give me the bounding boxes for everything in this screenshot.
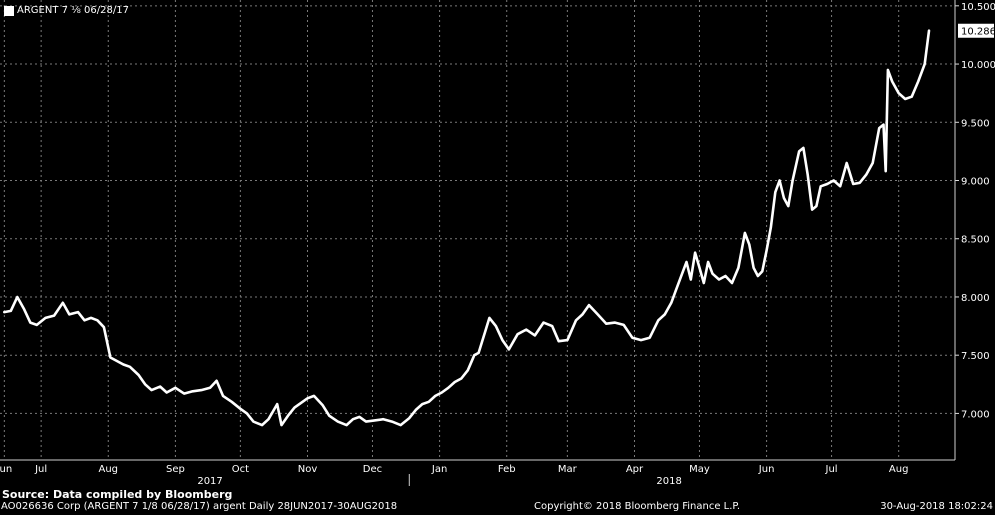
copyright-note: Copyright© 2018 Bloomberg Finance L.P. <box>534 501 741 512</box>
chart-legend: ARGENT 7 ⅛ 06/28/17 <box>4 5 129 16</box>
x-tick-label: Jul <box>825 464 838 475</box>
x-tick-label: Jun <box>0 464 12 475</box>
y-tick-label: 9.000 <box>961 177 990 188</box>
y-tick-label: 8.500 <box>961 235 990 246</box>
x-tick-label: Jun <box>758 464 775 475</box>
x-tick-label: Sep <box>166 464 185 475</box>
legend-swatch <box>4 5 14 16</box>
last-value-box <box>958 23 994 38</box>
series-line <box>3 29 931 427</box>
y-tick-label: 10.500 <box>961 2 995 13</box>
legend-label: ARGENT 7 ⅛ 06/28/17 <box>17 5 129 16</box>
x-tick-label: Aug <box>99 464 119 475</box>
year-label: 2017 <box>197 476 222 487</box>
security-description: AO026636 Corp (ARGENT 7 1/8 06/28/17) ar… <box>1 501 398 512</box>
x-tick-label: Nov <box>298 464 318 475</box>
timestamp: 30-Aug-2018 18:02:24 <box>880 501 993 512</box>
y-tick-label: 9.500 <box>961 118 990 129</box>
x-tick-label: Dec <box>363 464 382 475</box>
y-tick-label: 8.000 <box>961 293 990 304</box>
year-label: 2018 <box>656 476 681 487</box>
y-tick-label: 7.000 <box>961 409 990 420</box>
x-tick-label: Apr <box>626 464 644 475</box>
x-tick-label: Jan <box>431 464 447 475</box>
x-tick-label: Aug <box>889 464 909 475</box>
x-tick-label: Oct <box>232 464 249 475</box>
y-tick-label: 10.000 <box>961 60 995 71</box>
source-note: Source: Data compiled by Bloomberg <box>2 488 233 501</box>
x-tick-label: Feb <box>498 464 516 475</box>
x-tick-label: Mar <box>558 464 578 475</box>
x-tick-label: Jul <box>34 464 47 475</box>
last-value-label: 10.286 <box>961 27 995 38</box>
y-tick-label: 7.500 <box>961 351 990 362</box>
x-tick-label: May <box>689 464 710 475</box>
